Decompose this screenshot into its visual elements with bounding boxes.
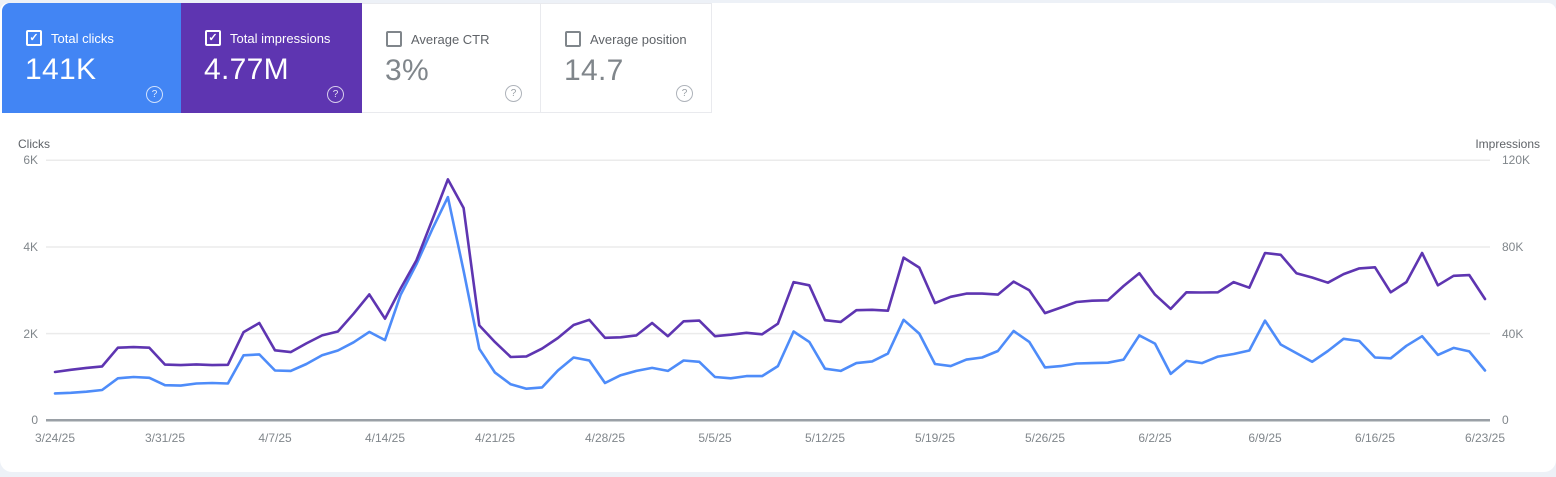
- checkbox-checked-icon[interactable]: ✓: [26, 30, 42, 46]
- x-axis-label: 5/12/25: [804, 431, 846, 445]
- x-axis-label: 6/23/25: [1464, 431, 1506, 445]
- metric-cards-row: ✓ Total clicks 141K ? ✓ Total impression…: [2, 3, 712, 113]
- x-axis-label: 4/14/25: [364, 431, 406, 445]
- checkbox-unchecked-icon[interactable]: [565, 31, 581, 47]
- x-axis-label: 4/28/25: [584, 431, 626, 445]
- x-axis-label: 3/24/25: [34, 431, 76, 445]
- card-total-impressions[interactable]: ✓ Total impressions 4.77M ?: [181, 3, 362, 113]
- metric-value: 3%: [385, 54, 429, 87]
- card-average-position[interactable]: Average position 14.7 ?: [541, 3, 712, 113]
- right-axis-title: Impressions: [1475, 137, 1540, 151]
- x-axis-label: 4/21/25: [474, 431, 516, 445]
- checkbox-checked-icon[interactable]: ✓: [205, 30, 221, 46]
- left-axis-tick: 2K: [23, 327, 38, 341]
- right-axis-tick: 120K: [1502, 153, 1531, 167]
- x-axis-label: 6/9/25: [1248, 431, 1282, 445]
- checkbox-unchecked-icon[interactable]: [386, 31, 402, 47]
- left-axis-title: Clicks: [18, 137, 50, 151]
- help-icon[interactable]: ?: [505, 85, 522, 102]
- metric-label: Average position: [590, 31, 687, 47]
- left-axis-tick: 4K: [23, 240, 38, 254]
- help-icon[interactable]: ?: [327, 86, 344, 103]
- help-icon[interactable]: ?: [676, 85, 693, 102]
- card-average-ctr[interactable]: Average CTR 3% ?: [362, 3, 541, 113]
- x-axis-label: 6/16/25: [1354, 431, 1396, 445]
- right-axis-tick: 0: [1502, 413, 1509, 427]
- right-axis-tick: 40K: [1502, 327, 1524, 341]
- help-icon[interactable]: ?: [146, 86, 163, 103]
- left-axis-tick: 0: [31, 413, 38, 427]
- right-axis-tick: 80K: [1502, 240, 1524, 254]
- metric-label: Total clicks: [51, 30, 114, 46]
- metric-label: Average CTR: [411, 31, 490, 47]
- metric-label: Total impressions: [230, 30, 331, 46]
- left-axis-tick: 6K: [23, 153, 38, 167]
- x-axis-label: 5/26/25: [1024, 431, 1066, 445]
- card-total-clicks[interactable]: ✓ Total clicks 141K ?: [2, 3, 181, 113]
- metric-value: 141K: [25, 53, 97, 86]
- metric-value: 14.7: [564, 54, 624, 87]
- impressions-line: [53, 178, 1487, 374]
- x-axis-label: 3/31/25: [144, 431, 186, 445]
- metric-value: 4.77M: [204, 53, 289, 86]
- x-axis-label: 5/5/25: [698, 431, 732, 445]
- clicks-line: [53, 195, 1487, 395]
- x-axis-label: 5/19/25: [914, 431, 956, 445]
- x-axis-label: 4/7/25: [258, 431, 292, 445]
- x-axis-label: 6/2/25: [1138, 431, 1172, 445]
